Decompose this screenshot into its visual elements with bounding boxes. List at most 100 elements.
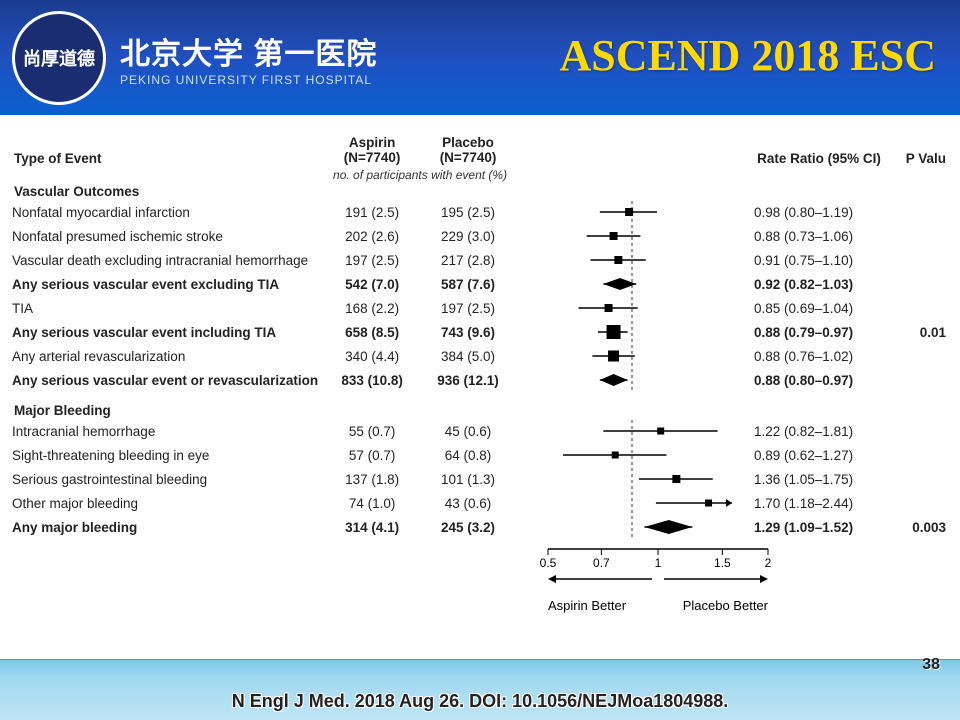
table-row: Any serious vascular event including TIA… [8, 320, 952, 344]
table-row: Vascular death excluding intracranial he… [8, 248, 952, 272]
placebo-value: 229 (3.0) [420, 224, 516, 248]
subhead: no. of participants with event (%) [324, 167, 516, 183]
forest-plot-cell [516, 419, 748, 443]
table-row: Sight-threatening bleeding in eye57 (0.7… [8, 443, 952, 467]
placebo-value: 587 (7.6) [420, 272, 516, 296]
hospital-name-cn: 北京大学 第一医院 [120, 29, 377, 73]
event-label: Any arterial revascularization [8, 344, 324, 368]
rate-ratio: 0.88 (0.79–0.97) [748, 320, 890, 344]
axis-aspirin-label: Aspirin Better [548, 598, 626, 613]
event-label: Nonfatal presumed ischemic stroke [8, 224, 324, 248]
event-label: Any serious vascular event or revascular… [8, 368, 324, 392]
rate-ratio: 0.88 (0.73–1.06) [748, 224, 890, 248]
table-row: Nonfatal myocardial infarction191 (2.5)1… [8, 200, 952, 224]
placebo-value: 936 (12.1) [420, 368, 516, 392]
col-event-header: Type of Event [8, 133, 324, 183]
p-value [890, 272, 952, 296]
svg-text:0.5: 0.5 [540, 556, 557, 570]
hospital-name-block: 北京大学 第一医院 PEKING UNIVERSITY FIRST HOSPIT… [120, 29, 377, 87]
p-value [890, 443, 952, 467]
table-row: Any arterial revascularization340 (4.4)3… [8, 344, 952, 368]
aspirin-value: 168 (2.2) [324, 296, 420, 320]
p-value [890, 224, 952, 248]
page-number: 38 [922, 656, 940, 674]
event-label: Any serious vascular event excluding TIA [8, 272, 324, 296]
axis-svg: 0.5 0.7 1 1.5 2 [538, 539, 778, 589]
hospital-logo: 尚厚道德 [12, 11, 106, 105]
forest-plot-cell [516, 467, 748, 491]
p-value: 0.003 [890, 515, 952, 539]
svg-text:1.5: 1.5 [714, 556, 731, 570]
aspirin-value: 137 (1.8) [324, 467, 420, 491]
section-header: Major Bleeding [8, 402, 952, 419]
aspirin-value: 542 (7.0) [324, 272, 420, 296]
placebo-value: 197 (2.5) [420, 296, 516, 320]
col-plot-header [516, 133, 748, 183]
placebo-value: 45 (0.6) [420, 419, 516, 443]
event-label: Sight-threatening bleeding in eye [8, 443, 324, 467]
table-row: Other major bleeding74 (1.0)43 (0.6)1.70… [8, 491, 952, 515]
aspirin-value: 833 (10.8) [324, 368, 420, 392]
table-body: Vascular OutcomesNonfatal myocardial inf… [8, 183, 952, 539]
rate-ratio: 0.98 (0.80–1.19) [748, 200, 890, 224]
p-value [890, 344, 952, 368]
rate-ratio: 0.85 (0.69–1.04) [748, 296, 890, 320]
aspirin-value: 658 (8.5) [324, 320, 420, 344]
col-pval-header: P Valu [890, 133, 952, 183]
placebo-value: 101 (1.3) [420, 467, 516, 491]
p-value [890, 491, 952, 515]
forest-plot-cell [516, 224, 748, 248]
forest-plot-cell [516, 320, 748, 344]
p-value [890, 467, 952, 491]
citation: N Engl J Med. 2018 Aug 26. DOI: 10.1056/… [0, 691, 960, 712]
axis-placebo-label: Placebo Better [683, 598, 768, 613]
placebo-value: 195 (2.5) [420, 200, 516, 224]
p-value: 0.01 [890, 320, 952, 344]
svg-text:0.7: 0.7 [593, 556, 610, 570]
slide-title: ASCEND 2018 ESC [559, 30, 936, 81]
forest-plot-cell [516, 443, 748, 467]
svg-text:1: 1 [655, 556, 662, 570]
table-row: Any serious vascular event or revascular… [8, 368, 952, 392]
event-label: Vascular death excluding intracranial he… [8, 248, 324, 272]
event-label: Any major bleeding [8, 515, 324, 539]
rate-ratio: 0.88 (0.80–0.97) [748, 368, 890, 392]
event-label: Serious gastrointestinal bleeding [8, 467, 324, 491]
content-area: Type of Event Aspirin(N=7740) Placebo(N=… [0, 115, 960, 613]
rate-ratio: 1.70 (1.18–2.44) [748, 491, 890, 515]
p-value [890, 296, 952, 320]
table-row: Intracranial hemorrhage55 (0.7)45 (0.6)1… [8, 419, 952, 443]
p-value [890, 419, 952, 443]
placebo-value: 743 (9.6) [420, 320, 516, 344]
forest-plot-cell [516, 272, 748, 296]
rate-ratio: 0.92 (0.82–1.03) [748, 272, 890, 296]
event-label: Any serious vascular event including TIA [8, 320, 324, 344]
aspirin-value: 202 (2.6) [324, 224, 420, 248]
placebo-value: 384 (5.0) [420, 344, 516, 368]
aspirin-value: 74 (1.0) [324, 491, 420, 515]
event-label: Nonfatal myocardial infarction [8, 200, 324, 224]
table-row: Any major bleeding314 (4.1)245 (3.2)1.29… [8, 515, 952, 539]
placebo-value: 43 (0.6) [420, 491, 516, 515]
hospital-name-en: PEKING UNIVERSITY FIRST HOSPITAL [120, 73, 377, 87]
p-value [890, 248, 952, 272]
aspirin-value: 55 (0.7) [324, 419, 420, 443]
rate-ratio: 1.22 (0.82–1.81) [748, 419, 890, 443]
p-value [890, 200, 952, 224]
col-aspirin-header: Aspirin(N=7740) [324, 133, 420, 167]
forest-plot-cell [516, 368, 748, 392]
aspirin-value: 340 (4.4) [324, 344, 420, 368]
col-placebo-header: Placebo(N=7740) [420, 133, 516, 167]
aspirin-value: 197 (2.5) [324, 248, 420, 272]
aspirin-value: 314 (4.1) [324, 515, 420, 539]
axis-block: 0.5 0.7 1 1.5 2 Aspirin Better Placebo Bette… [538, 539, 778, 613]
forest-plot-cell [516, 491, 748, 515]
forest-plot-cell [516, 515, 748, 539]
rate-ratio: 0.88 (0.76–1.02) [748, 344, 890, 368]
placebo-value: 245 (3.2) [420, 515, 516, 539]
section-header: Vascular Outcomes [8, 183, 952, 200]
event-label: TIA [8, 296, 324, 320]
rate-ratio: 0.91 (0.75–1.10) [748, 248, 890, 272]
forest-plot-cell [516, 200, 748, 224]
svg-text:2: 2 [765, 556, 772, 570]
